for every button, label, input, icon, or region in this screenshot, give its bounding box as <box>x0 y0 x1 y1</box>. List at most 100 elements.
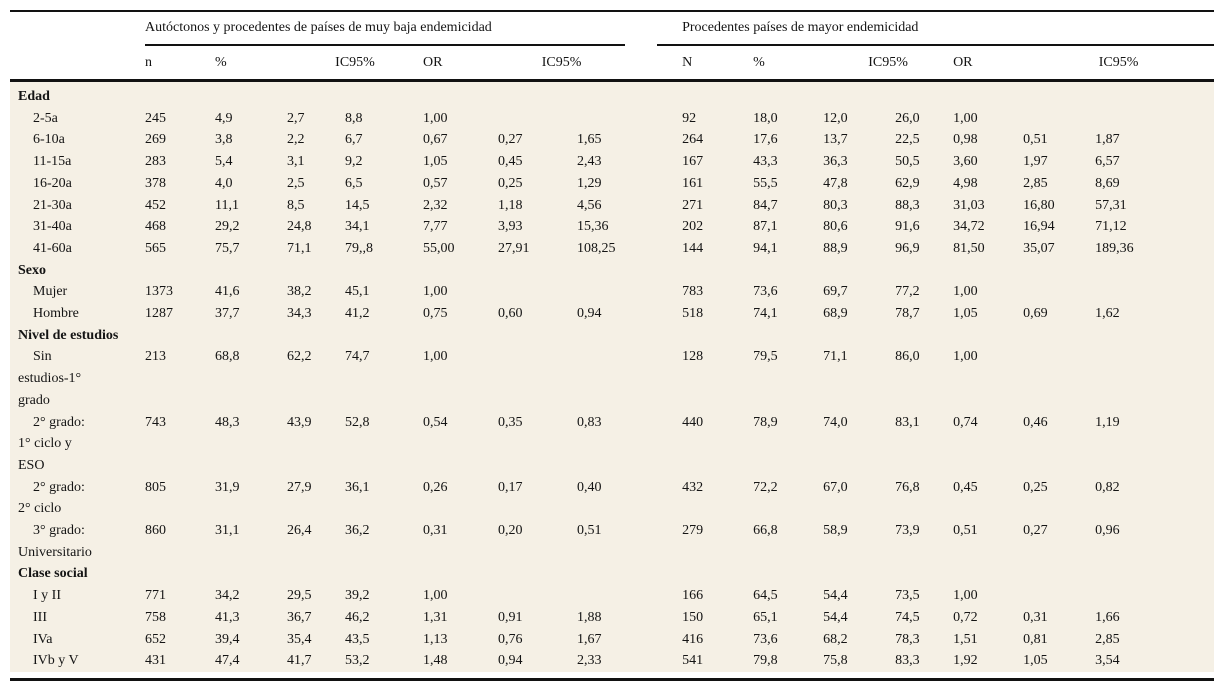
table-cell: 41,2 <box>345 306 370 322</box>
row-label-text: 2° grado: 1° ciclo y ESO <box>18 414 85 473</box>
table-cell: 783 <box>682 284 704 300</box>
group-gap <box>625 412 657 477</box>
table-cell <box>577 585 625 607</box>
table-cell: 1287 <box>145 306 173 322</box>
table-cell: 279 <box>682 523 704 539</box>
table-cell: 1,97 <box>1023 154 1048 170</box>
table-cell: 87,1 <box>753 219 778 235</box>
group-gap <box>625 238 657 260</box>
row-label-text: IVb y V <box>33 653 79 669</box>
table-row: IVa 652 39,4 35,4 43,5 1,13 0,76 1,67 416 73,6 68,… <box>10 629 1214 651</box>
group-header-row: Autóctonos y procedentes de países de mu… <box>10 11 1215 46</box>
table-cell: 0,72 <box>953 609 978 625</box>
table-cell: 8,69 <box>1095 175 1120 191</box>
table-cell: 75,8 <box>823 653 848 669</box>
table-cell <box>498 108 577 130</box>
table-cell: 50,5 <box>895 154 920 170</box>
table-cell: 1,65 <box>577 132 602 148</box>
table-cell: 68,9 <box>823 306 848 322</box>
table-cell: 2,2 <box>287 132 305 148</box>
table-cell: 452 <box>145 197 166 213</box>
table-body: Edad 2-5a 245 4,9 2,7 8,8 1,00 92 18,0 12,0 26,0 1,… <box>10 80 1215 672</box>
table-cell: 73,6 <box>753 631 778 647</box>
table-cell: 22,5 <box>895 132 920 148</box>
table-cell: 75,7 <box>215 240 240 256</box>
label-column-spacer <box>10 11 145 45</box>
table-cell: 0,35 <box>498 414 523 430</box>
table-cell: 1373 <box>145 284 173 300</box>
table-row: 21-30a 452 11,1 8,5 14,5 2,32 1,18 4,56 271 84,7 8… <box>10 195 1214 217</box>
column-header-ic95: IC95% <box>498 45 626 82</box>
group-gap <box>625 477 657 520</box>
table-cell: 1,00 <box>953 284 978 300</box>
table-cell: 432 <box>682 479 704 495</box>
table-cell: 6,57 <box>1095 154 1120 170</box>
results-table: Autóctonos y procedentes de países de mu… <box>10 10 1215 672</box>
table-cell: 565 <box>145 240 166 256</box>
row-label-text: 3° grado: Universitario <box>18 523 92 560</box>
group-gap <box>625 520 657 563</box>
row-label: 16-20a <box>10 173 145 195</box>
table-cell: 0,67 <box>423 132 448 148</box>
table-cell: 4,98 <box>953 175 978 191</box>
table-cell: 4,0 <box>215 175 233 191</box>
table-cell: 35,07 <box>1023 240 1055 256</box>
table-cell: 1,18 <box>498 197 523 213</box>
table-cell: 1,67 <box>577 631 602 647</box>
table-row: IVb y V 431 47,4 41,7 53,2 1,48 0,94 2,33 541 79,… <box>10 650 1214 672</box>
table-cell: 108,25 <box>577 240 616 256</box>
table-cell: 128 <box>682 349 704 365</box>
group-gap <box>625 151 657 173</box>
table-cell: 11,1 <box>215 197 239 213</box>
table-cell: 31,03 <box>953 197 985 213</box>
table-cell: 743 <box>145 414 166 430</box>
table-cell: 0,76 <box>498 631 523 647</box>
table-cell: 0,91 <box>498 609 523 625</box>
table-cell: 39,2 <box>345 588 370 604</box>
table-cell: 13,7 <box>823 132 848 148</box>
table-cell: 62,9 <box>895 175 920 191</box>
row-label-text: Sin estudios-1° grado <box>18 349 82 408</box>
table-cell: 0,54 <box>423 414 448 430</box>
table-cell: 96,9 <box>895 240 920 256</box>
table-cell: 12,0 <box>823 110 848 126</box>
table-cell: 86,0 <box>895 349 920 365</box>
table-row: Hombre 1287 37,7 34,3 41,2 0,75 0,60 0,94 518 74,… <box>10 303 1214 325</box>
table-cell <box>1023 585 1095 607</box>
table-cell: 0,45 <box>953 479 978 495</box>
row-label: 2° grado: 1° ciclo y ESO <box>10 412 145 477</box>
table-cell: 88,3 <box>895 197 920 213</box>
group-gap <box>625 650 657 672</box>
row-label: Mujer <box>10 281 145 303</box>
column-header-pct: % <box>753 45 824 82</box>
table-cell: 0,25 <box>1023 479 1048 495</box>
table-cell: 41,3 <box>215 609 240 625</box>
table-cell: 0,81 <box>1023 631 1048 647</box>
table-cell: 54,4 <box>823 588 848 604</box>
column-header-n: n <box>145 45 215 82</box>
row-label-text: 6-10a <box>33 132 65 148</box>
table-cell: 64,5 <box>753 588 778 604</box>
table-cell: 0,82 <box>1095 479 1120 495</box>
row-label-text: IVa <box>33 631 53 647</box>
row-label: 21-30a <box>10 195 145 217</box>
group-gap <box>625 607 657 629</box>
table-cell: 27,91 <box>498 240 530 256</box>
table-cell: 80,3 <box>823 197 848 213</box>
table-cell: 440 <box>682 414 704 430</box>
row-label: 3° grado: Universitario <box>10 520 145 563</box>
column-header-or: OR <box>423 45 498 82</box>
row-label: 31-40a <box>10 216 145 238</box>
table-cell: 1,05 <box>423 154 448 170</box>
table-cell: 0,27 <box>498 132 523 148</box>
table-cell: 860 <box>145 523 166 539</box>
table-cell: 47,8 <box>823 175 848 191</box>
table-row: 2-5a 245 4,9 2,7 8,8 1,00 92 18,0 12,0 26,0 1,00 <box>10 108 1214 130</box>
table-cell: 0,27 <box>1023 523 1048 539</box>
table-header: Autóctonos y procedentes de países de mu… <box>10 11 1215 82</box>
table-cell: 34,1 <box>345 219 370 235</box>
table-row: Mujer 1373 41,6 38,2 45,1 1,00 783 73,6 69,7 77,2… <box>10 281 1214 303</box>
table-row: 2° grado: 2° ciclo 805 31,9 27,9 36,1 0,26 0,1… <box>10 477 1214 520</box>
table-cell: 167 <box>682 154 704 170</box>
table-cell: 94,1 <box>753 240 778 256</box>
